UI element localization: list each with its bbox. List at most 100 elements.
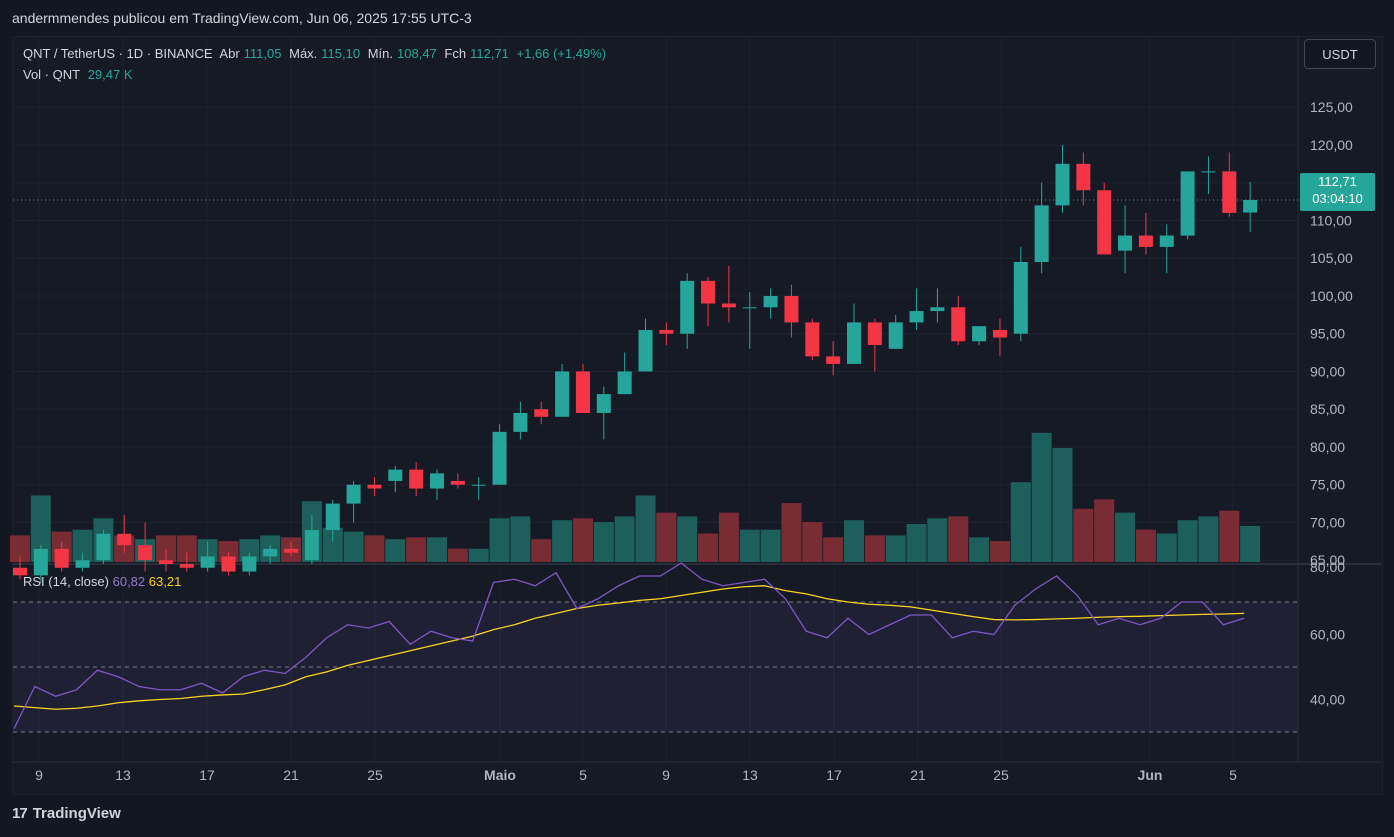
volume-bar	[969, 537, 990, 562]
price-tick-label: 105,00	[1310, 250, 1353, 266]
candle-body	[1013, 262, 1028, 334]
last-price-tag: 112,71 03:04:10	[1300, 173, 1375, 211]
candle-body	[179, 564, 194, 568]
price-tick-label: 120,00	[1310, 137, 1353, 153]
candle-body	[367, 484, 382, 489]
candle-body	[54, 548, 69, 568]
volume-bar	[572, 518, 593, 562]
volume-bar	[1219, 510, 1240, 562]
chart-frame[interactable]	[12, 36, 1383, 795]
candle-body	[13, 567, 27, 576]
price-tick-label: 85,00	[1310, 401, 1345, 417]
candle-body	[555, 371, 570, 417]
rsi-tick-label: 80,00	[1310, 559, 1345, 575]
volume-bar	[823, 537, 844, 562]
volume-bar	[927, 518, 948, 562]
ohlc-legend: QNT / TetherUS · 1D · BINANCE Abr 111,05 …	[23, 46, 610, 61]
tradingview-brand: TradingView	[32, 805, 121, 822]
symbol-label[interactable]: QNT / TetherUS · 1D · BINANCE	[23, 46, 213, 61]
volume-bar	[510, 516, 531, 562]
volume-bar	[1240, 525, 1261, 562]
volume-bar	[1115, 512, 1136, 562]
candle-body	[430, 473, 444, 489]
volume-bar	[760, 529, 781, 562]
candle-body	[534, 409, 549, 417]
open-value: 111,05	[243, 46, 282, 61]
time-tick-label: 5	[1229, 767, 1237, 783]
candle-body	[1034, 205, 1049, 262]
published-by-text: andermmendes publicou em TradingView.com…	[12, 10, 472, 26]
rsi-label[interactable]: RSI (14, close)	[23, 574, 109, 589]
volume-label[interactable]: Vol · QNT	[23, 67, 81, 82]
header-bar: andermmendes publicou em TradingView.com…	[0, 0, 1394, 36]
volume-bar	[718, 512, 739, 562]
price-tick-label: 110,00	[1310, 212, 1352, 228]
volume-bar	[30, 495, 51, 562]
volume-bar	[1031, 432, 1052, 562]
time-tick-label: 9	[662, 767, 670, 783]
tradingview-logo[interactable]: 17 TradingView	[12, 805, 121, 822]
volume-bar	[864, 535, 885, 562]
candle-body	[617, 371, 632, 395]
candle-body	[1222, 171, 1237, 213]
rsi-legend: RSI (14, close) 60,82 63,21	[23, 574, 181, 589]
rsi-tick-label: 60,00	[1310, 627, 1345, 643]
low-value: 108,47	[397, 46, 437, 61]
high-value: 115,10	[321, 46, 361, 61]
candle-body	[721, 303, 736, 308]
candle-body	[158, 560, 173, 564]
candle-body	[784, 295, 799, 323]
candle-body	[888, 322, 903, 349]
volume-bar	[385, 539, 406, 562]
volume-bar	[468, 548, 489, 562]
change-value: +1,66 (+1,49%)	[516, 46, 607, 61]
time-tick-label: 17	[199, 767, 215, 783]
volume-bar	[593, 522, 614, 562]
candle-body	[930, 307, 945, 312]
candle-body	[75, 560, 90, 568]
candle-body	[304, 530, 319, 561]
volume-bar	[10, 535, 30, 562]
price-tick-label: 125,00	[1310, 99, 1353, 115]
volume-bar	[1010, 482, 1031, 562]
time-tick-label: 17	[826, 767, 842, 783]
currency-button[interactable]: USDT	[1304, 39, 1376, 69]
price-ticks: 125,00120,00115,00110,00105,00100,0095,0…	[1310, 99, 1353, 568]
volume-bar	[531, 539, 552, 562]
time-ticks: 9 13 17 21 25 Maio 5 9 13 17 21 25 Jun 5	[35, 767, 1237, 783]
volume-bar	[1135, 529, 1156, 562]
volume-bar	[739, 529, 760, 562]
candle-body	[242, 556, 257, 572]
candle-body	[951, 307, 966, 342]
price-tick-label: 95,00	[1310, 326, 1345, 342]
candle-body	[1055, 163, 1070, 206]
price-tick-label: 100,00	[1310, 288, 1353, 304]
candle-body	[1159, 235, 1174, 247]
price-tick-label: 70,00	[1310, 514, 1345, 530]
volume-bar	[322, 527, 343, 562]
bar-countdown: 03:04:10	[1312, 191, 1363, 206]
volume-bar	[1156, 533, 1177, 562]
candle-body	[117, 533, 132, 546]
close-label: Fch	[444, 46, 467, 61]
candle-body	[409, 469, 424, 489]
volume-bar	[1177, 520, 1198, 562]
footer	[0, 795, 1394, 837]
time-tick-label: 25	[993, 767, 1009, 783]
volume-bar	[677, 516, 698, 562]
volume-bar	[614, 516, 635, 562]
volume-bar	[802, 522, 823, 562]
candle-body	[1118, 235, 1133, 251]
volume-bar	[1198, 516, 1219, 562]
volume-bar	[552, 520, 573, 562]
candle-body	[263, 548, 278, 557]
volume-value: 29,47 K	[87, 67, 133, 82]
rsi-ma-line	[13, 585, 1245, 710]
candle-body	[701, 280, 716, 304]
rsi-ma-value: 63,21	[148, 574, 182, 589]
volume-bar	[1094, 499, 1115, 562]
candle-body	[1138, 235, 1153, 247]
candle-body	[805, 322, 820, 357]
candle-body	[471, 484, 486, 486]
